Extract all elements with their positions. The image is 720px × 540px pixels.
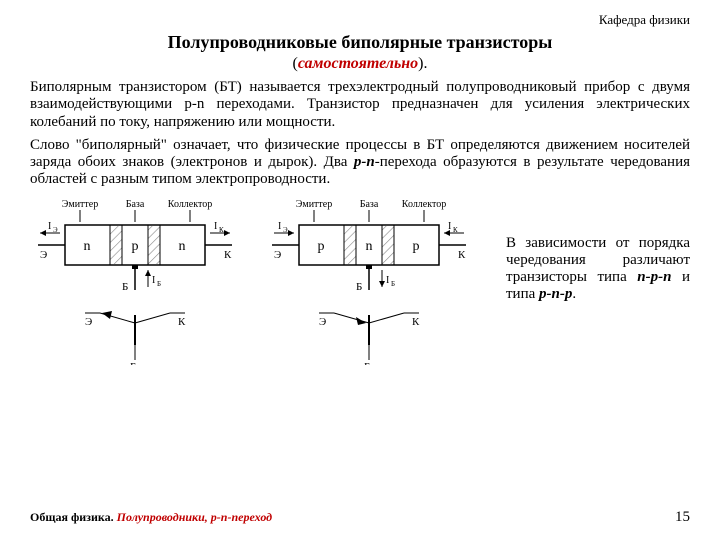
figure-npn: Эмиттер База Коллектор n p n IЭ Э — [30, 195, 240, 365]
page-number: 15 — [675, 509, 690, 526]
region-p: p — [132, 239, 139, 254]
paragraph-1: Биполярным транзистором (БТ) называется … — [30, 79, 690, 131]
svg-text:К: К — [219, 226, 224, 234]
rn-npn: n-p-n — [637, 269, 671, 285]
svg-text:p: p — [318, 239, 325, 254]
svg-text:Коллектор: Коллектор — [402, 199, 446, 210]
ib-label: I — [152, 275, 155, 286]
department-label: Кафедра физики — [30, 12, 690, 28]
footer-lab2: Полупроводники, p-n-переход — [117, 510, 272, 524]
svg-text:Эмиттер: Эмиттер — [296, 199, 332, 210]
term-e: Э — [40, 249, 47, 261]
svg-text:Б: Б — [356, 281, 362, 293]
ik-label: I — [214, 221, 217, 232]
svg-text:Б: Б — [130, 361, 136, 365]
ie-label: I — [48, 221, 51, 232]
svg-text:База: База — [360, 199, 379, 210]
figure-pnp: Эмиттер База Коллектор p n p IЭ Э IК К — [264, 195, 474, 365]
svg-text:К: К — [412, 316, 420, 328]
svg-text:К: К — [453, 226, 458, 234]
paragraph-2: Слово "биполярный" означает, что физичес… — [30, 137, 690, 189]
svg-text:Б: Б — [364, 361, 370, 365]
right-note: В зависимости от порядка чередования раз… — [506, 235, 690, 304]
svg-text:I: I — [448, 221, 451, 232]
subtitle-self: самостоятельно — [298, 55, 418, 72]
svg-text:К: К — [178, 316, 186, 328]
figures-row: Эмиттер База Коллектор n p n IЭ Э — [30, 195, 690, 365]
svg-text:Э: Э — [53, 226, 58, 234]
term-b: Б — [122, 281, 128, 293]
svg-text:Э: Э — [319, 316, 326, 328]
svg-text:Б: Б — [391, 280, 395, 288]
paren-close: ). — [418, 55, 427, 72]
svg-text:Б: Б — [157, 280, 161, 288]
term-k: К — [224, 249, 232, 261]
svg-text:I: I — [278, 221, 281, 232]
label-emitter: Эмиттер — [62, 199, 98, 210]
svg-text:I: I — [386, 275, 389, 286]
label-collector: Коллектор — [168, 199, 212, 210]
region-n2: n — [179, 239, 186, 254]
para2-pn: p-n — [354, 154, 375, 170]
svg-text:p: p — [413, 239, 420, 254]
svg-text:К: К — [458, 249, 466, 261]
svg-text:n: n — [366, 239, 373, 254]
footer-label: Общая физика. Полупроводники, p-n-перехо… — [30, 510, 272, 525]
rn-dot: . — [572, 286, 576, 302]
svg-text:Э: Э — [283, 226, 288, 234]
svg-text:Э: Э — [274, 249, 281, 261]
footer-lab1: Общая физика. — [30, 510, 117, 524]
svg-text:Э: Э — [85, 316, 92, 328]
rn-pnp: p-n-p — [539, 286, 572, 302]
subtitle: (самостоятельно). — [30, 55, 690, 73]
label-base: База — [126, 199, 145, 210]
region-n1: n — [84, 239, 91, 254]
footer: Общая физика. Полупроводники, p-n-перехо… — [30, 509, 690, 526]
page-title: Полупроводниковые биполярные транзисторы — [30, 32, 690, 53]
